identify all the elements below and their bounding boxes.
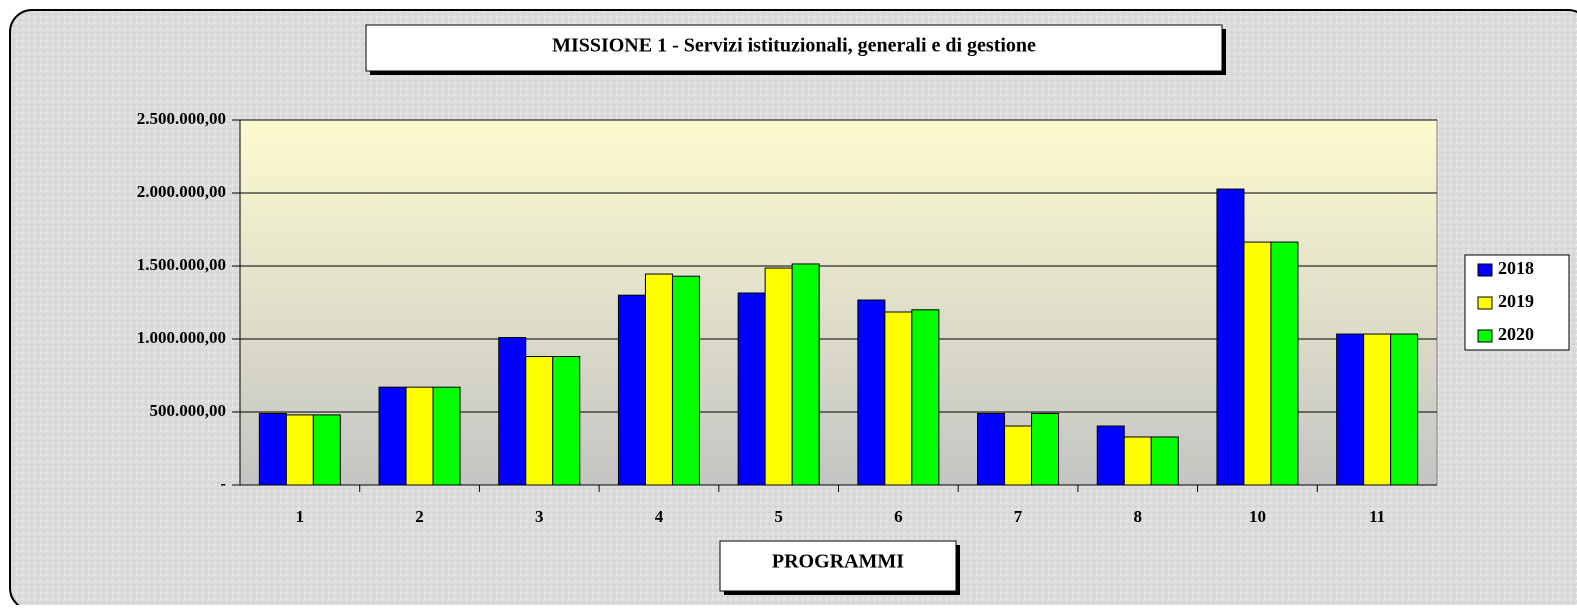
bar [884,311,913,486]
bar [737,292,766,486]
x-tick-label: 5 [774,507,783,526]
bar [258,412,287,486]
bar [1243,241,1272,486]
bar [1363,333,1392,486]
x-tick-label: 1 [296,507,305,526]
title-box [365,24,1223,72]
legend-label: 2018 [1498,258,1534,278]
bar [1150,436,1179,486]
legend-label: 2020 [1498,324,1534,344]
y-tick-label: 1.500.000,00 [137,255,226,274]
bar [1336,333,1365,486]
bar [432,386,461,486]
x-tick-label: 7 [1014,507,1023,526]
x-tick-label: 11 [1369,507,1385,526]
x-tick-label: 10 [1249,507,1266,526]
bar [911,309,940,486]
y-tick-label: 1.000.000,00 [137,328,226,347]
y-tick-label: - [220,474,226,493]
bar [405,386,434,486]
legend-label: 2019 [1498,291,1534,311]
bar [644,273,673,486]
x-axis-label: PROGRAMMI [772,551,904,573]
legend-swatch [1477,263,1493,277]
bar [1216,188,1245,486]
bar [1096,425,1125,486]
bar [1031,412,1060,486]
bar [791,263,820,486]
y-tick-label: 2.500.000,00 [137,109,226,128]
bar [525,356,554,486]
bar [764,267,793,486]
bar [1123,436,1152,486]
x-tick-label: 4 [655,507,664,526]
bar [498,337,527,486]
bar [617,294,646,486]
bar [671,275,700,486]
legend-swatch [1477,329,1493,343]
bar [552,356,581,486]
x-tick-label: 3 [535,507,544,526]
chart-title: MISSIONE 1 - Servizi istituzionali, gene… [552,35,1036,57]
x-tick-label: 6 [894,507,903,526]
bar [378,386,407,486]
legend-swatch [1477,296,1493,310]
bar [1390,333,1419,486]
bar [977,412,1006,486]
bar [1270,241,1299,486]
x-label-box [719,540,957,592]
bar [312,414,341,486]
y-tick-label: 500.000,00 [150,401,227,420]
bar [1004,425,1033,486]
x-tick-label: 2 [415,507,424,526]
y-tick-label: 2.000.000,00 [137,182,226,201]
bar [285,414,314,486]
bar [857,299,886,486]
x-tick-label: 8 [1134,507,1143,526]
